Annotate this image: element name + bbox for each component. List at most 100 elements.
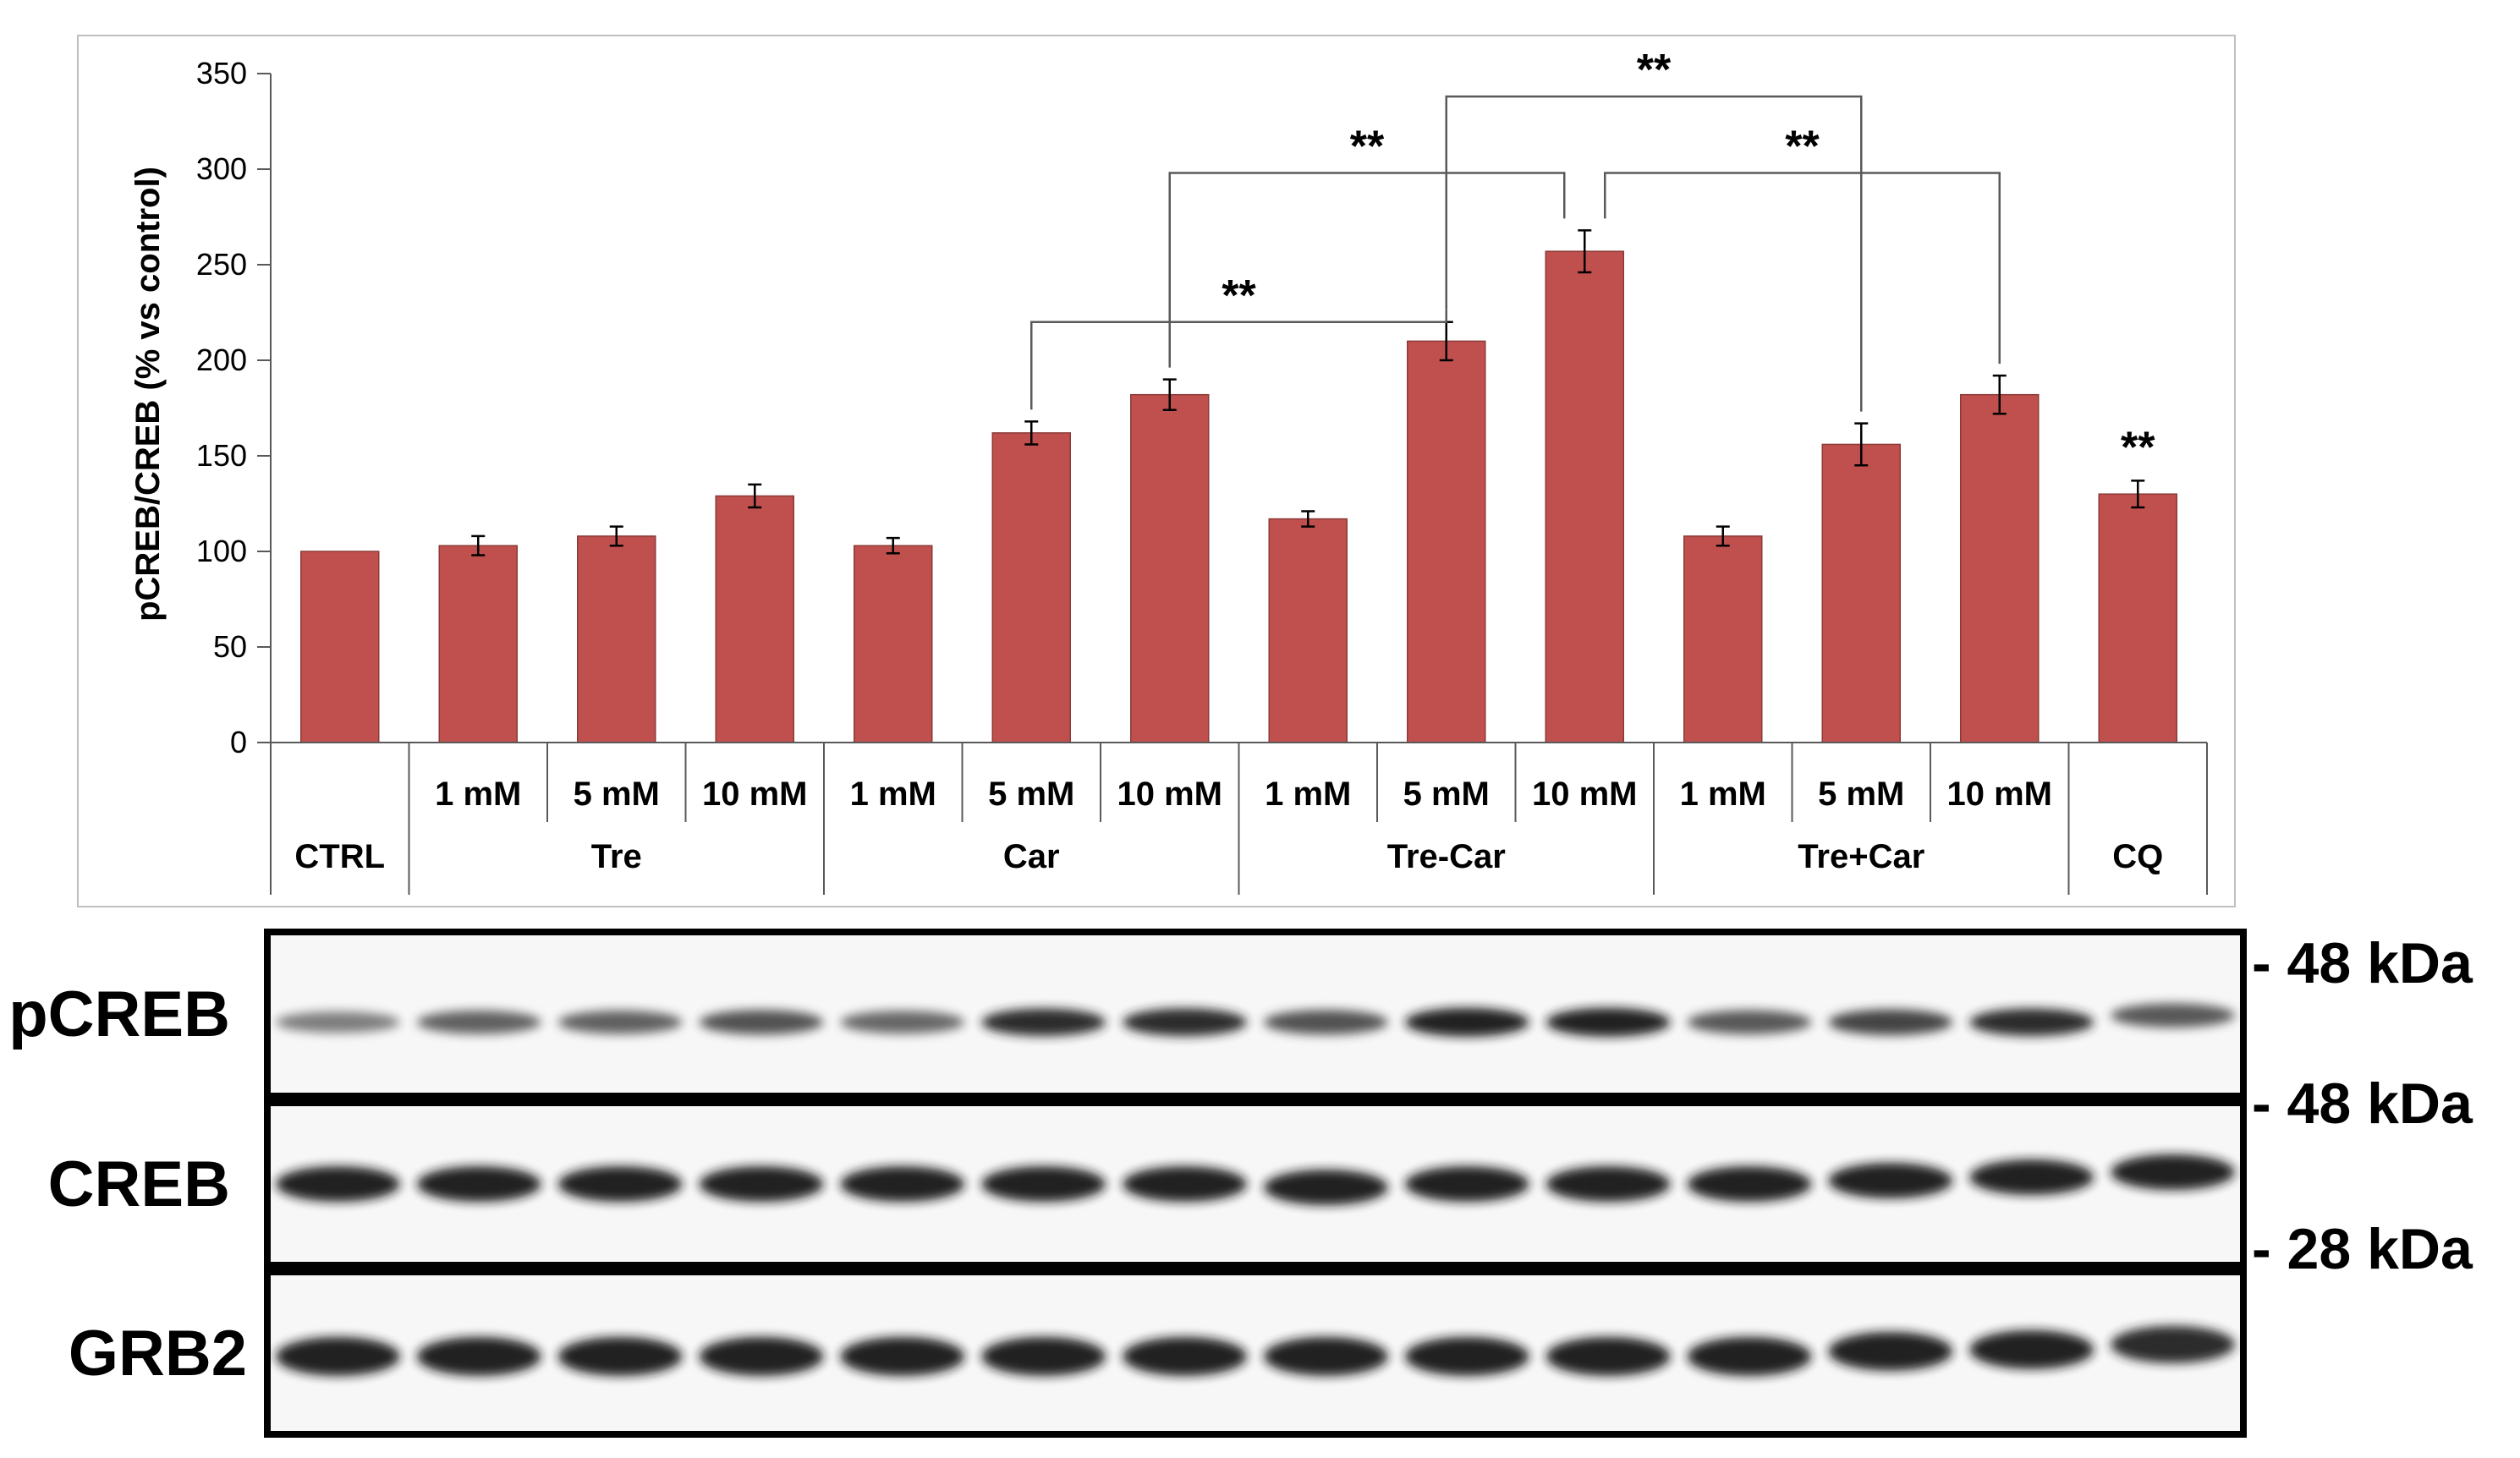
blot-band xyxy=(840,1166,965,1202)
blot-band xyxy=(2111,1154,2235,1190)
dose-label: 10 mM xyxy=(702,776,808,813)
blot-band xyxy=(276,1166,400,1202)
blot-band xyxy=(1687,1166,1812,1202)
blot-band xyxy=(276,1336,400,1376)
protein-label: pCREB xyxy=(8,978,230,1050)
dose-label: 10 mM xyxy=(1947,776,2053,813)
significance-label: ** xyxy=(1350,123,1385,172)
blot-band xyxy=(840,1336,965,1376)
bar xyxy=(300,551,380,743)
dose-label: 5 mM xyxy=(1818,776,1904,813)
blot-band xyxy=(1545,1336,1671,1376)
significance-label: ** xyxy=(1637,46,1672,95)
blot-band xyxy=(1264,1336,1388,1376)
significance-bracket xyxy=(1445,95,1863,412)
blot-band xyxy=(276,1011,400,1033)
blot-band xyxy=(699,1166,824,1202)
blot-band xyxy=(416,1010,541,1034)
blot-band xyxy=(1404,1166,1529,1202)
y-tick-label: 0 xyxy=(230,725,247,759)
significance-label: ** xyxy=(1785,123,1820,172)
blot-band xyxy=(2111,1325,2235,1363)
y-axis: 0 50 100 150 200 250 300 350 xyxy=(196,56,272,759)
western-blot: pCREB - 48 kDa CREB - 48 kDa GRB2 - 28 kDa xyxy=(8,929,2473,1438)
y-axis-label: pCREB/CREB (% vs control) xyxy=(129,167,167,622)
dose-label: 5 mM xyxy=(988,776,1074,813)
group-label: Tre-Car xyxy=(1387,838,1506,875)
blot-band xyxy=(1264,1010,1388,1035)
blot-band xyxy=(1969,1008,2095,1037)
dose-label: 1 mM xyxy=(1680,776,1766,813)
y-tick-label: 300 xyxy=(196,151,247,186)
bar xyxy=(1960,393,2040,743)
blot-band xyxy=(1123,1008,1247,1037)
dose-label: 1 mM xyxy=(1265,776,1351,813)
dose-label: 5 mM xyxy=(1403,776,1490,813)
significance-bracket xyxy=(1030,310,1447,410)
bar xyxy=(1545,250,1624,743)
blot-row: pCREB - 48 kDa xyxy=(8,929,2473,1099)
dose-label: 10 mM xyxy=(1532,776,1638,813)
blot-panel xyxy=(264,929,2247,1099)
bar xyxy=(1683,535,1763,743)
blot-band xyxy=(1687,1336,1812,1376)
group-label: CTRL xyxy=(294,838,385,875)
blot-band xyxy=(416,1336,541,1376)
blot-band xyxy=(416,1166,541,1202)
significance-bracket xyxy=(1168,172,1566,368)
blot-band xyxy=(1828,1331,1953,1371)
molecular-weight-marker: - 48 kDa xyxy=(2252,931,2473,995)
blot-band xyxy=(1828,1163,1953,1198)
blot-band xyxy=(1404,1007,1529,1037)
blot-band xyxy=(981,1166,1106,1202)
group-label: Tre+Car xyxy=(1798,838,1924,875)
molecular-weight-marker: - 48 kDa xyxy=(2252,1072,2473,1136)
molecular-weight-marker: - 28 kDa xyxy=(2252,1217,2473,1281)
bar xyxy=(991,432,1071,743)
dose-label: 5 mM xyxy=(574,776,660,813)
significance-label: ** xyxy=(1222,271,1256,321)
y-tick-label: 200 xyxy=(196,343,247,377)
blot-row: GRB2 - 28 kDa xyxy=(69,1217,2473,1438)
blot-band xyxy=(1545,1166,1671,1202)
group-label: Car xyxy=(1003,838,1060,875)
bar xyxy=(1130,393,1210,743)
y-tick-label: 350 xyxy=(196,56,247,90)
blot-band xyxy=(557,1166,683,1202)
significance-brackets: ** ** ** ** ** xyxy=(1030,46,2155,472)
blot-band xyxy=(1264,1170,1388,1205)
blot-band xyxy=(981,1008,1106,1037)
blot-row: CREB - 48 kDa xyxy=(48,1072,2473,1269)
y-tick-label: 50 xyxy=(213,629,247,664)
bar xyxy=(1821,443,1901,743)
bar xyxy=(1268,518,1348,743)
blot-band xyxy=(1545,1007,1671,1037)
significance-bracket xyxy=(1604,172,2001,364)
bar-chart: pCREB/CREB (% vs control) 0 50 100 150 200 25… xyxy=(77,35,2236,907)
blot-band xyxy=(1687,1010,1812,1034)
y-tick-label: 150 xyxy=(196,438,247,473)
category-labels: CTRL Tre Car Tre-Car Tre+Car CQ 1 mM 5 mM 10 mM 1… xyxy=(270,742,2208,895)
bar xyxy=(1407,340,1486,743)
y-tick-label: 100 xyxy=(196,534,247,568)
bar xyxy=(438,545,518,743)
bar xyxy=(854,545,933,743)
blot-band xyxy=(1404,1336,1529,1376)
blot-band xyxy=(1123,1336,1247,1376)
dose-label: 1 mM xyxy=(435,776,521,813)
blot-band xyxy=(699,1336,824,1376)
y-tick-label: 250 xyxy=(196,247,247,282)
group-label: CQ xyxy=(2112,838,2163,875)
blot-band xyxy=(981,1336,1106,1376)
bar xyxy=(577,535,656,743)
protein-label: GRB2 xyxy=(69,1318,247,1389)
bar xyxy=(2098,493,2177,743)
blot-band xyxy=(699,1010,824,1035)
blot-band xyxy=(1828,1009,1953,1035)
bar-significance-label: ** xyxy=(2121,423,2155,472)
blot-band xyxy=(557,1010,683,1034)
blot-band xyxy=(557,1336,683,1376)
blot-band xyxy=(840,1011,965,1034)
protein-label: CREB xyxy=(48,1148,230,1220)
